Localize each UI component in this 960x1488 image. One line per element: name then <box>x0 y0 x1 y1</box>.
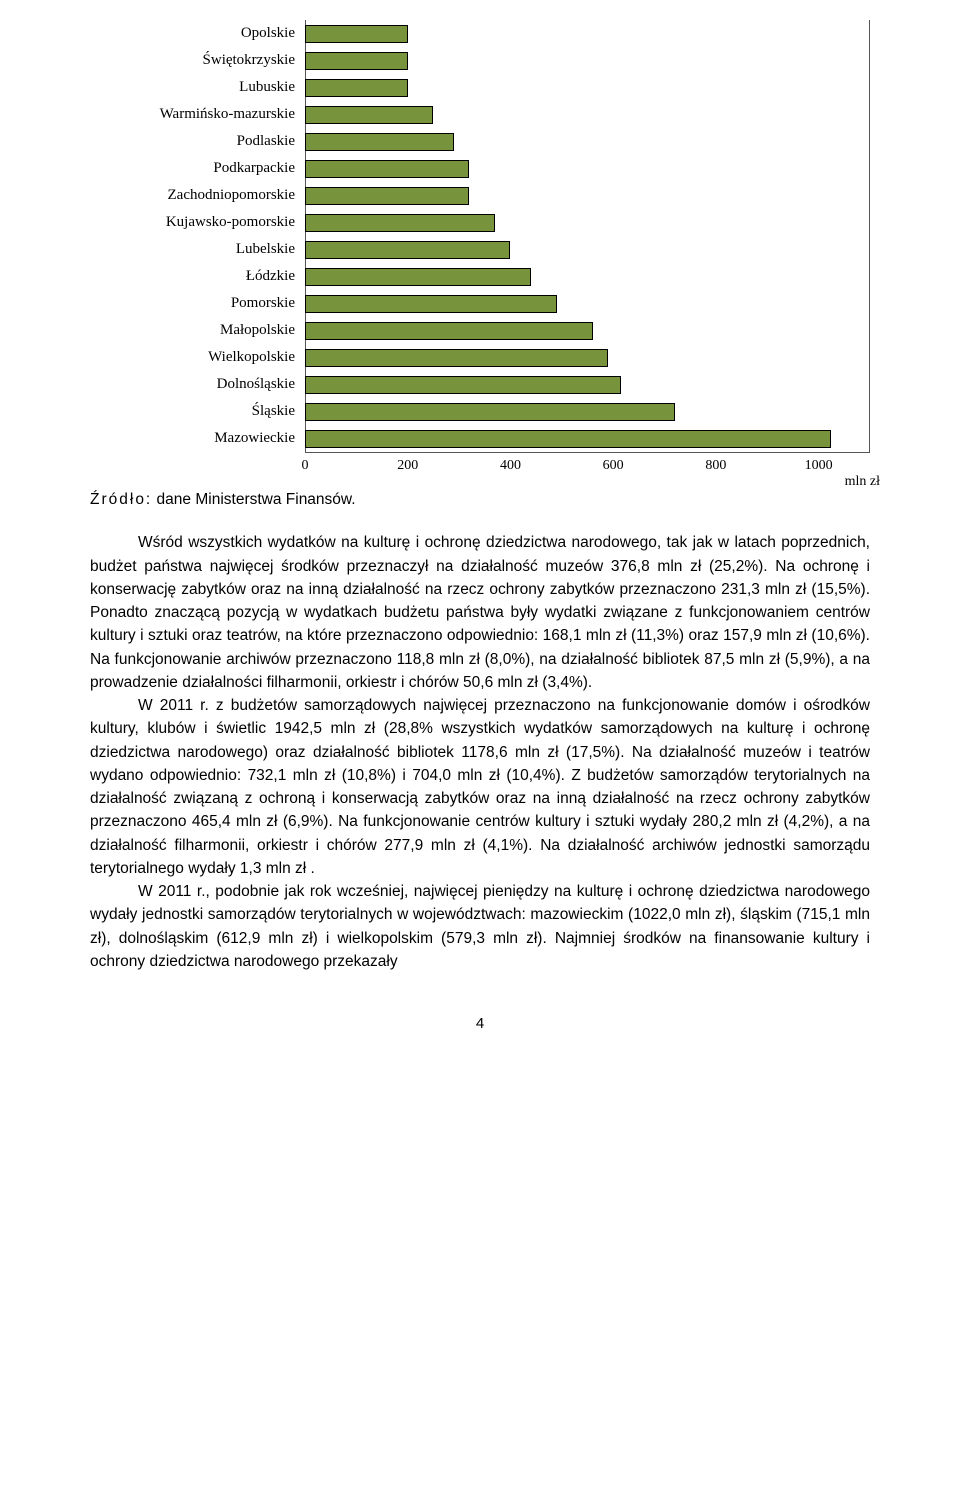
chart-bar-area <box>305 290 870 317</box>
chart-bar <box>305 322 593 340</box>
chart-row: Dolnośląskie <box>90 371 870 398</box>
chart-bar <box>305 25 408 43</box>
axis-tick: 400 <box>500 455 521 476</box>
chart-row: Pomorskie <box>90 290 870 317</box>
chart-bar-area <box>305 398 870 425</box>
chart-bar <box>305 79 408 97</box>
chart-bar-area <box>305 425 870 452</box>
chart-bar <box>305 403 675 421</box>
chart-row: Mazowieckie <box>90 425 870 452</box>
chart-category-label: Zachodniopomorskie <box>90 184 305 207</box>
chart-row: Łódzkie <box>90 263 870 290</box>
chart-bar <box>305 187 469 205</box>
chart-bar-area <box>305 371 870 398</box>
chart-row: Lubuskie <box>90 74 870 101</box>
source-prefix: Źródło: <box>90 491 152 508</box>
body-text: Wśród wszystkich wydatków na kulturę i o… <box>90 531 870 973</box>
source-text: dane Ministerstwa Finansów. <box>152 491 355 508</box>
chart-category-label: Wielkopolskie <box>90 346 305 369</box>
source-line: Źródło: dane Ministerstwa Finansów. <box>90 488 870 511</box>
chart-category-label: Warmińsko-mazurskie <box>90 103 305 126</box>
chart-bar <box>305 430 831 448</box>
chart-row: Lubelskie <box>90 236 870 263</box>
chart-bar <box>305 214 495 232</box>
chart-row: Podkarpackie <box>90 155 870 182</box>
paragraph-3: W 2011 r., podobnie jak rok wcześniej, n… <box>90 880 870 973</box>
chart-category-label: Lubuskie <box>90 76 305 99</box>
axis-tick: 1000 <box>805 455 833 476</box>
axis-tick: 0 <box>302 455 309 476</box>
chart-bar-area <box>305 128 870 155</box>
chart-bar-area <box>305 344 870 371</box>
chart-category-label: Dolnośląskie <box>90 373 305 396</box>
chart-category-label: Lubelskie <box>90 238 305 261</box>
chart-row: Opolskie <box>90 20 870 47</box>
chart-bar <box>305 295 557 313</box>
chart-bar <box>305 160 469 178</box>
chart-row: Małopolskie <box>90 317 870 344</box>
chart-category-label: Podlaskie <box>90 130 305 153</box>
chart-bar <box>305 349 608 367</box>
chart-row: Śląskie <box>90 398 870 425</box>
chart-category-label: Kujawsko-pomorskie <box>90 211 305 234</box>
chart-category-label: Podkarpackie <box>90 157 305 180</box>
chart-category-label: Mazowieckie <box>90 427 305 450</box>
chart-category-label: Małopolskie <box>90 319 305 342</box>
chart-bar-area <box>305 155 870 182</box>
chart-row: Zachodniopomorskie <box>90 182 870 209</box>
chart-category-label: Łódzkie <box>90 265 305 288</box>
chart-row: Warmińsko-mazurskie <box>90 101 870 128</box>
chart-row: Wielkopolskie <box>90 344 870 371</box>
bar-chart: Opolskie Świętokrzyskie Lubuskie Warmińsko-… <box>90 20 870 476</box>
chart-bar-area <box>305 20 870 47</box>
chart-bar-area <box>305 47 870 74</box>
chart-bar-area <box>305 74 870 101</box>
chart-bar <box>305 268 531 286</box>
axis-tick: 600 <box>603 455 624 476</box>
axis-tick: 800 <box>705 455 726 476</box>
chart-bar <box>305 376 621 394</box>
chart-row: Świętokrzyskie <box>90 47 870 74</box>
chart-bar-area <box>305 209 870 236</box>
chart-row: Podlaskie <box>90 128 870 155</box>
chart-bar-area <box>305 263 870 290</box>
axis-unit-label: mln zł <box>845 471 880 492</box>
chart-bar <box>305 241 510 259</box>
chart-bar-area <box>305 101 870 128</box>
chart-category-label: Śląskie <box>90 400 305 423</box>
chart-bar <box>305 52 408 70</box>
chart-bar-area <box>305 182 870 209</box>
chart-bar <box>305 106 433 124</box>
chart-bar-area <box>305 317 870 344</box>
paragraph-1: Wśród wszystkich wydatków na kulturę i o… <box>90 531 870 694</box>
x-axis: mln zł 02004006008001000 <box>90 452 870 476</box>
page-number: 4 <box>90 1013 870 1036</box>
chart-bar-area <box>305 236 870 263</box>
chart-row: Kujawsko-pomorskie <box>90 209 870 236</box>
axis-tick: 200 <box>397 455 418 476</box>
chart-category-label: Opolskie <box>90 22 305 45</box>
chart-category-label: Świętokrzyskie <box>90 49 305 72</box>
chart-bar <box>305 133 454 151</box>
paragraph-2: W 2011 r. z budżetów samorządowych najwi… <box>90 694 870 880</box>
chart-category-label: Pomorskie <box>90 292 305 315</box>
